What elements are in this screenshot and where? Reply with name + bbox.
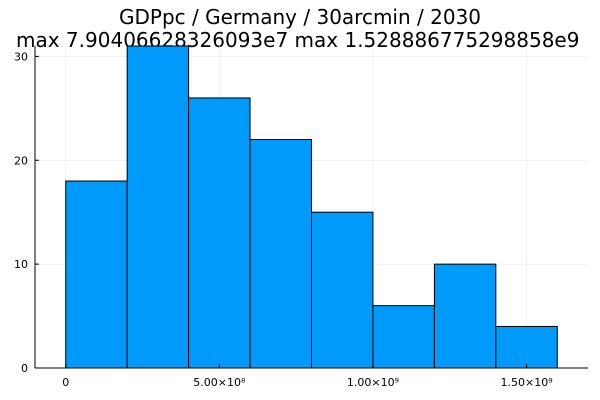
- y-tick-label: 10: [14, 258, 28, 271]
- histogram-bar: [126, 45, 190, 369]
- histogram-bar: [372, 305, 435, 369]
- y-tick-label: 30: [14, 50, 28, 63]
- histogram-bar: [495, 325, 558, 369]
- x-tick-label: 5.00×10⁸: [193, 376, 246, 389]
- x-axis-ticks: 0 5.00×10⁸ 1.00×10⁹ 1.50×10⁹: [62, 364, 553, 389]
- axes: [34, 46, 588, 369]
- histogram-bars: [65, 45, 558, 369]
- histogram-bar: [188, 97, 251, 369]
- histogram-bar: [65, 180, 128, 369]
- histogram-bar: [311, 211, 374, 369]
- y-axis-ticks: 0 10 20 30: [14, 50, 39, 375]
- histogram-bar: [249, 138, 312, 369]
- x-tick-label: 1.00×10⁹: [347, 376, 399, 389]
- y-tick-label: 0: [21, 362, 28, 375]
- x-tick-label: 1.50×10⁹: [500, 376, 552, 389]
- y-tick-label: 20: [14, 154, 28, 167]
- histogram-bar: [433, 263, 497, 369]
- x-tick-label: 0: [62, 376, 69, 389]
- chart-title: GDPpc / Germany / 30arcmin / 2030: [118, 5, 482, 29]
